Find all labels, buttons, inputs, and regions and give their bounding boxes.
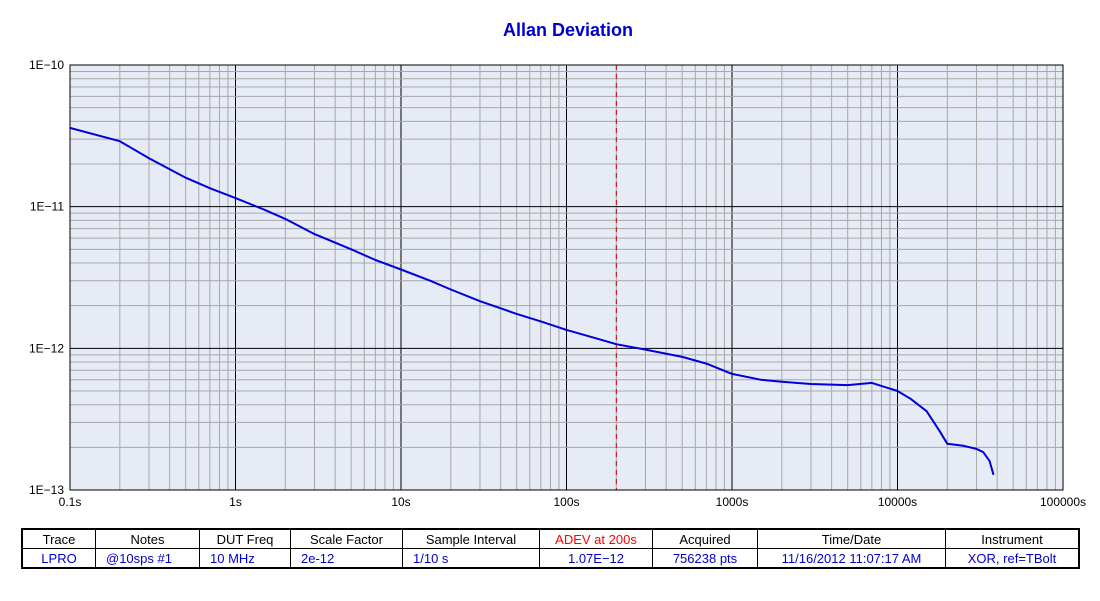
series-line-lpro — [69, 126, 995, 476]
cell-dut-freq: 10 MHz — [199, 548, 291, 569]
cell-sample-interval: 1/10 s — [402, 548, 540, 569]
tick-labels: 0.1s 1s 10s 100s 1000s 10000s 100000s 1E−10 1E−1… — [29, 58, 1086, 509]
cell-instrument: XOR, ref=TBolt — [945, 548, 1080, 569]
header-acquired: Acquired — [652, 528, 758, 549]
allan-deviation-chart: Allan Deviation 0.1s 1s 10s 100s 1000s 10000s… — [29, 20, 1086, 509]
cell-adev-at-200s: 1.07E−12 — [539, 548, 653, 569]
cell-trace: LPRO — [21, 548, 96, 569]
y-tick-label: 1E−12 — [29, 341, 64, 355]
header-trace: Trace — [21, 528, 96, 549]
cell-notes: @10sps #1 — [95, 548, 200, 569]
x-tick-label: 1000s — [716, 495, 749, 509]
y-tick-label: 1E−13 — [29, 483, 64, 497]
x-tick-label: 10000s — [878, 495, 917, 509]
cell-acquired: 756238 pts — [652, 548, 758, 569]
series-layer — [69, 126, 995, 476]
header-dut-freq: DUT Freq — [199, 528, 291, 549]
header-time-date: Time/Date — [757, 528, 946, 549]
info-table: Trace Notes DUT Freq Scale Factor Sample… — [21, 528, 1080, 569]
chart-title: Allan Deviation — [503, 20, 633, 40]
x-tick-label: 100s — [553, 495, 579, 509]
y-tick-label: 1E−11 — [30, 200, 64, 214]
grid-lines — [70, 65, 1063, 490]
x-tick-label: 1s — [229, 495, 242, 509]
x-tick-label: 0.1s — [59, 495, 82, 509]
info-table-row: LPRO @10sps #1 10 MHz 2e-12 1/10 s 1.07E… — [21, 548, 1080, 569]
x-tick-label: 100000s — [1040, 495, 1086, 509]
plot-frame — [69, 64, 1064, 491]
header-sample-interval: Sample Interval — [402, 528, 540, 549]
x-tick-label: 10s — [391, 495, 410, 509]
cell-time-date: 11/16/2012 11:07:17 AM — [757, 548, 946, 569]
header-notes: Notes — [95, 528, 200, 549]
header-instrument: Instrument — [945, 528, 1080, 549]
y-tick-label: 1E−10 — [29, 58, 64, 72]
header-scale-factor: Scale Factor — [290, 528, 403, 549]
header-adev-at-200s: ADEV at 200s — [539, 528, 653, 549]
cell-scale-factor: 2e-12 — [290, 548, 403, 569]
info-table-header-row: Trace Notes DUT Freq Scale Factor Sample… — [21, 528, 1080, 549]
